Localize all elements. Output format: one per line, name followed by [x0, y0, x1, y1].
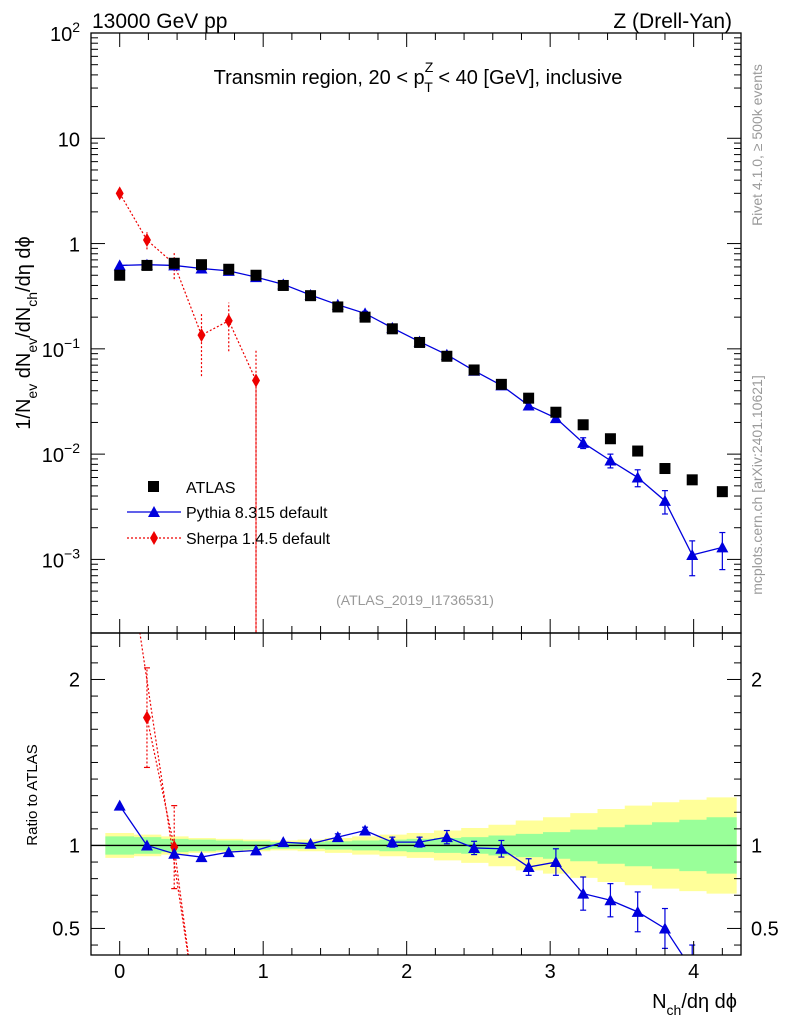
- ratio-xlabel: Nch/dη dϕ: [652, 991, 737, 1018]
- main-ytick-label: 10−3: [42, 545, 80, 572]
- ratio-pythia-point: [522, 861, 535, 873]
- pythia-point: [577, 436, 590, 448]
- header-right: Z (Drell-Yan): [613, 10, 732, 33]
- ratio-ytick-label-left: 1: [69, 835, 80, 857]
- ratio-pythia-point: [140, 839, 153, 851]
- ratio-pythia-point: [577, 887, 590, 899]
- legend-atlas-marker: [148, 481, 159, 492]
- ratio-pythia-point: [168, 847, 181, 859]
- ratio-panel: 0.5 0.5 1 1 2 2 0 1 2 3 4 Ratio to ATLAS Nch/dη dϕ: [24, 632, 779, 1018]
- main-ytick-label: 10−1: [42, 335, 80, 362]
- sherpa-point: [197, 328, 206, 343]
- ratio-ytick-label-left: 0.5: [52, 918, 80, 940]
- pythia-point: [604, 454, 617, 466]
- sherpa-point: [115, 186, 124, 201]
- ratio-xtick-label: 1: [258, 961, 269, 983]
- atlas-point: [441, 350, 453, 362]
- atlas-point: [632, 445, 644, 457]
- atlas-point: [305, 290, 317, 302]
- ratio-pythia-point: [195, 851, 208, 863]
- atlas-point: [359, 311, 371, 323]
- ratio-ytick-label-right: 2: [751, 669, 762, 691]
- legend-pythia-label: Pythia 8.315 default: [186, 505, 328, 522]
- ratio-ytick-label-right: 0.5: [751, 918, 779, 940]
- mcplots-label: mcplots.cern.ch [arXiv:2401.10621]: [749, 375, 765, 594]
- ratio-xtick-label: 4: [688, 961, 699, 983]
- ratio-pythia-point: [549, 856, 562, 868]
- ratio-pythia-point: [113, 799, 126, 811]
- pythia-point: [658, 494, 671, 506]
- main-ylabel: 1/Nev dNev/dNch/dη dϕ: [13, 236, 40, 429]
- ratio-pythia-point: [359, 824, 372, 836]
- atlas-point: [686, 474, 698, 486]
- atlas-point: [523, 392, 535, 404]
- ratio-pythia-point: [331, 831, 344, 843]
- legend-atlas-label: ATLAS: [186, 480, 236, 497]
- legend-pythia-marker: [148, 506, 160, 517]
- pythia-point: [631, 471, 644, 483]
- atlas-point: [141, 259, 153, 271]
- atlas-point: [386, 323, 398, 335]
- atlas-point: [604, 433, 616, 445]
- ratio-frame: [90, 632, 742, 956]
- ratio-xtick-label: 2: [401, 961, 412, 983]
- ratio-ytick-label-right: 1: [751, 835, 762, 857]
- ratio-pythia-point: [250, 844, 263, 856]
- main-title: Transmin region, 20 < pZ T < 40 [GeV], in…: [214, 59, 623, 95]
- legend-sherpa-marker: [150, 531, 158, 545]
- ratio-pythia-point: [658, 922, 671, 934]
- ratio-xtick-label: 0: [114, 961, 125, 983]
- atlas-point: [414, 336, 426, 348]
- main-ytick-label: 1: [69, 235, 80, 257]
- ratio-xtick-label: 3: [545, 961, 556, 983]
- atlas-point: [468, 364, 480, 376]
- atlas-point: [223, 263, 235, 275]
- ratio-pythia-point: [277, 836, 290, 848]
- sherpa-point: [224, 313, 233, 328]
- ratio-pythia-point: [413, 836, 426, 848]
- legend: ATLAS Pythia 8.315 default Sherpa 1.4.5 …: [127, 480, 331, 548]
- pythia-point: [686, 549, 699, 561]
- ratio-pythia-point: [222, 846, 235, 858]
- ratio-pythia-point: [468, 841, 481, 853]
- atlas-point: [550, 406, 562, 418]
- main-ytick-label: 10−2: [42, 440, 80, 467]
- ratio-sherpa-point: [142, 710, 151, 725]
- rivet-label: Rivet 4.1.0, ≥ 500k events: [749, 64, 765, 226]
- pythia-point: [113, 259, 126, 271]
- ratio-pythia-point: [495, 842, 508, 854]
- main-ytick-label: 10: [58, 129, 80, 151]
- ratio-pythia-point: [440, 831, 453, 843]
- main-ytick-label: 102: [50, 19, 80, 46]
- atlas-point: [250, 269, 262, 281]
- atlas-point: [659, 463, 671, 475]
- ratio-pythia-point: [304, 837, 317, 849]
- sherpa-line: [119, 193, 257, 633]
- pythia-point: [716, 541, 729, 553]
- ratio-pythia-point: [386, 836, 399, 848]
- atlas-point: [495, 378, 507, 390]
- atlas-point: [577, 419, 589, 431]
- ratio-pythia-point: [631, 905, 644, 917]
- main-panel: 10−3 10−2 10−1 1 10 102 Transmin region, 20 <…: [13, 19, 742, 634]
- atlas-point: [332, 301, 344, 313]
- sherpa-point: [252, 373, 261, 388]
- legend-sherpa-label: Sherpa 1.4.5 default: [186, 531, 331, 548]
- ratio-pythia-point: [604, 894, 617, 906]
- header-left: 13000 GeV pp: [92, 10, 227, 33]
- ratio-ytick-label-left: 2: [69, 669, 80, 691]
- ratio-ylabel: Ratio to ATLAS: [24, 744, 41, 845]
- atlas-point: [168, 257, 180, 269]
- watermark: (ATLAS_2019_I1736531): [336, 592, 494, 608]
- sherpa-point: [142, 233, 151, 248]
- atlas-point: [277, 279, 289, 291]
- atlas-point: [114, 269, 126, 281]
- ratio-sherpa-point: [170, 840, 179, 855]
- atlas-point: [195, 259, 207, 271]
- pythia-point: [522, 399, 535, 411]
- ratio-sherpa-line: [139, 633, 189, 955]
- atlas-point: [716, 486, 728, 498]
- ratio-pythia-line: [119, 805, 684, 955]
